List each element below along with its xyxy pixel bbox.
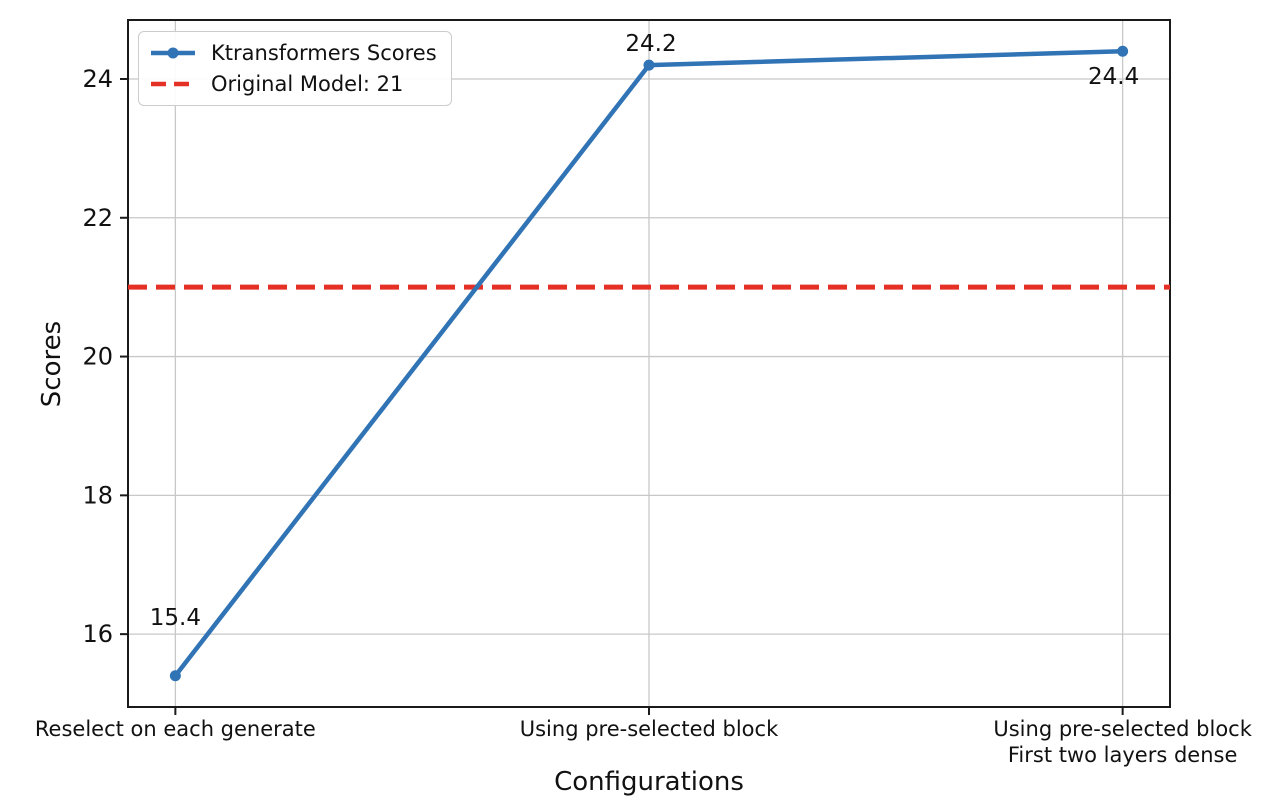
x-tick-label: Using pre-selected block First two layers… [993, 717, 1252, 767]
y-tick-label: 18 [82, 481, 113, 509]
annotation-label: 24.4 [1088, 64, 1139, 90]
x-tick-label: Using pre-selected block [520, 717, 779, 741]
y-tick-label: 24 [82, 65, 113, 93]
data-point-marker [1117, 45, 1129, 57]
legend-label-reference: Original Model: 21 [211, 72, 404, 96]
legend-dashed-line-icon [151, 81, 195, 87]
x-tick-label: Reselect on each generate [35, 717, 316, 741]
x-axis-title: Configurations [554, 767, 744, 797]
legend-entry-series: Ktransformers Scores [149, 41, 437, 65]
legend: Ktransformers Scores Original Model: 21 [138, 31, 452, 106]
annotation-label: 15.4 [150, 605, 201, 631]
y-tick-label: 16 [82, 620, 113, 648]
data-point-marker [643, 59, 655, 71]
y-axis-title: Scores [37, 320, 67, 408]
y-tick-label: 20 [82, 343, 113, 371]
y-tick-label: 22 [82, 204, 113, 232]
legend-entry-reference: Original Model: 21 [149, 72, 437, 96]
data-point-marker [169, 670, 181, 682]
annotation-label: 24.2 [625, 31, 676, 57]
legend-line-marker-icon [151, 47, 195, 59]
legend-label-series: Ktransformers Scores [211, 41, 437, 65]
